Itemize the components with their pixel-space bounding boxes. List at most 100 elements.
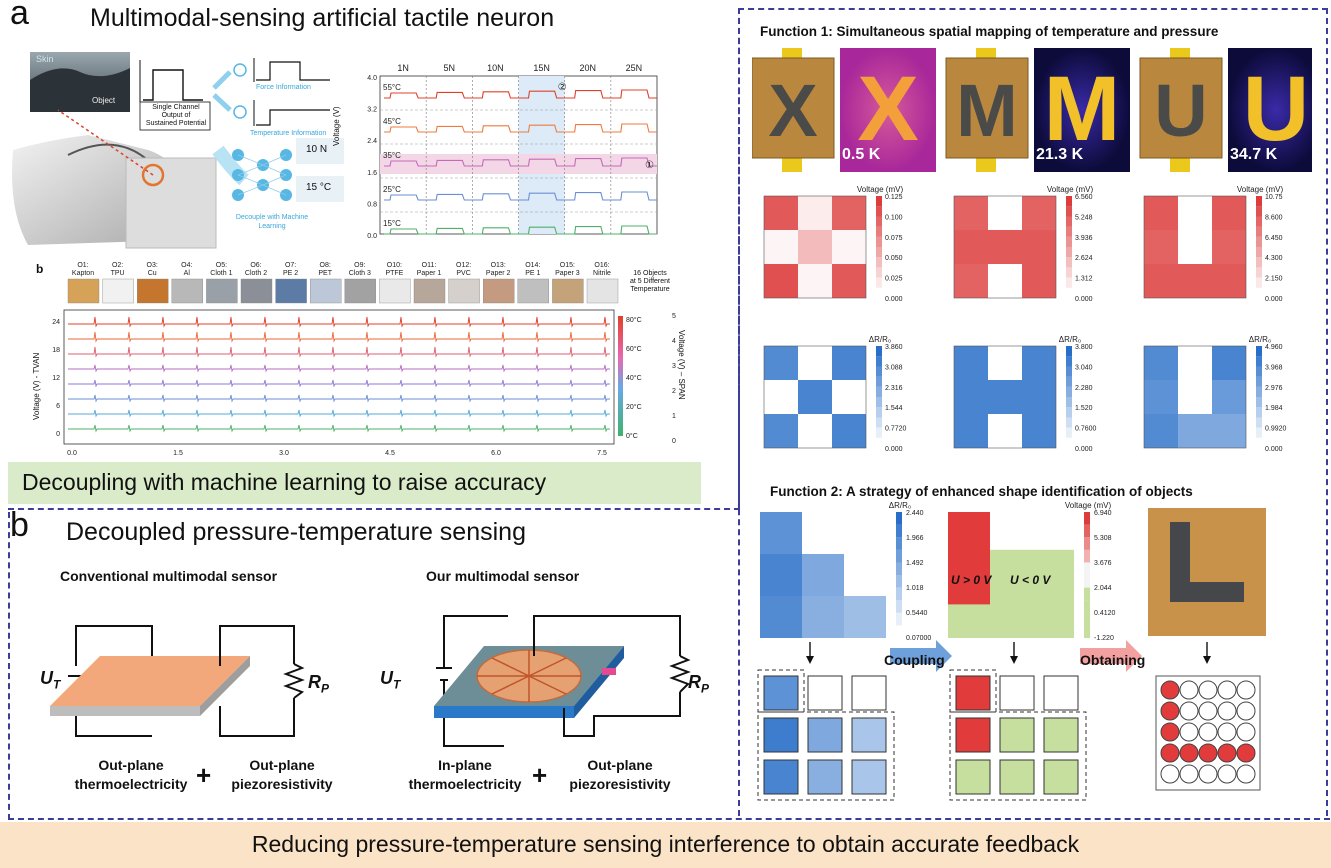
heatmap-cell [1022, 346, 1056, 380]
f2-colorbar-segment [896, 549, 902, 563]
heatmap-tick: 2.976 [1265, 385, 1283, 392]
f2-rg-grid-cell [999, 675, 1035, 711]
conventional-plus: + [196, 760, 212, 790]
tvan-right-tick: 2 [672, 388, 676, 395]
colorbar-segment [1066, 417, 1072, 428]
objects-note-1: 16 Objects [633, 270, 667, 277]
ours-left-caption: In-plane thermoelectricity [390, 756, 540, 794]
heatmap-cell [988, 380, 1022, 414]
tvan-right-tick: 5 [672, 313, 676, 320]
output-dot [1160, 764, 1180, 784]
force-tick: 10N [487, 63, 504, 73]
output-dot [1198, 722, 1218, 742]
f2-colorbar-segment [896, 575, 902, 588]
colorbar-segment [876, 236, 882, 248]
thermal-image [1228, 48, 1312, 172]
object-code: O14: [525, 262, 540, 269]
tvan-xtick: 7.5 [597, 450, 607, 456]
heatmap-cell [1022, 230, 1056, 264]
heatmap-frame [763, 195, 867, 299]
colorbar-segment [1256, 386, 1262, 398]
function-frame [738, 8, 1328, 816]
voltage-ytick: 0.8 [367, 201, 377, 208]
resistor-symbol [283, 663, 305, 699]
colorbar-segment [1066, 366, 1072, 377]
colorbar-segment [1066, 267, 1072, 278]
f2-v-colorbar-segment [1084, 612, 1090, 626]
f2-resist-tick: 0.07000 [906, 635, 931, 642]
f2-colorbar-segment [896, 625, 902, 639]
voltage-trace [384, 89, 657, 99]
thermal-image [840, 48, 936, 172]
object-swatch [206, 278, 238, 304]
tvan-right-tick: 3 [672, 363, 676, 370]
conventional-rp: RP [308, 672, 329, 696]
heatmap-cell [954, 230, 988, 264]
object-swatch [275, 278, 307, 304]
f2-voltage-tick: -1.220 [1094, 635, 1114, 642]
object-swatch [309, 278, 342, 304]
object-code: O11: [422, 262, 437, 269]
object-swatch [344, 278, 376, 304]
output-dot [1179, 743, 1199, 763]
tactile-schematic [12, 52, 344, 249]
heatmap-cell [832, 230, 866, 264]
f2-resist-cell [802, 554, 844, 596]
heatmap-cell [954, 414, 988, 448]
colorbar-tick: 0°C [626, 432, 638, 440]
colorbar-segment [876, 257, 882, 268]
heatmap-tick: 0.100 [885, 214, 903, 221]
heatmap-cell [988, 230, 1022, 264]
heatmap-cell [798, 264, 832, 298]
f2-blue-grid-cell [851, 717, 887, 753]
output-dot [1179, 722, 1199, 742]
voltage-chart-ylabel: Voltage (V) [332, 106, 341, 146]
output-dot [1198, 764, 1218, 784]
f2-colorbar-segment [896, 612, 902, 626]
panel-a-letter: a [10, 0, 29, 32]
colorbar-segment [876, 226, 882, 237]
tvan-frame [63, 309, 615, 445]
f2-colorbar-segment [896, 562, 902, 576]
ours-ut-sub: T [393, 677, 401, 692]
f2-colorbar-segment [896, 537, 902, 550]
heatmap-cell [832, 380, 866, 414]
arrow-head-icon [806, 656, 814, 664]
object-name: Paper 1 [417, 270, 442, 277]
heatmap-tick: 1.544 [885, 405, 903, 412]
object-swatch [586, 278, 619, 304]
heatmap-cell [954, 346, 988, 380]
obtaining-arrow-icon [1080, 640, 1142, 672]
sub-b-letter: b [36, 262, 44, 276]
marker-1: ① [645, 160, 654, 171]
temperature-tick: 55°C [383, 83, 401, 92]
heatmap-tick: 0.7600 [1075, 426, 1097, 433]
heatmap-tick: 1.312 [1075, 276, 1093, 283]
tvan-left-tick: 18 [52, 347, 60, 354]
heatmap-frame [763, 345, 867, 449]
arrow-head-icon [1010, 656, 1018, 664]
heatmap-cell [1144, 264, 1178, 298]
voltage-trace [384, 123, 657, 133]
colorbar-segment [1066, 226, 1072, 237]
f2-blue-grid-cell [763, 675, 799, 711]
f2-resist-cell [802, 512, 844, 554]
heatmap-cell [798, 346, 832, 380]
heatmap-tick: 10.75 [1265, 194, 1283, 201]
colorbar-segment [876, 206, 882, 217]
object-swatch [413, 278, 446, 304]
voltage-ytick: 0.0 [367, 233, 377, 240]
heatmap-cell [1178, 380, 1212, 414]
heatmap-cell [832, 346, 866, 380]
heatmap-tick: 0.000 [885, 446, 903, 453]
f2-object-photo [1148, 508, 1266, 636]
heatmap-tick: 0.075 [885, 235, 903, 242]
heatmap-cell [1212, 380, 1246, 414]
object-swatch [483, 278, 515, 304]
single-channel-label: Single Channel Output of Sustained Poten… [140, 104, 212, 128]
f2-rg-grid-cell [1043, 759, 1079, 795]
f2-colorbar-segment [896, 600, 902, 613]
f2-resist-tick: 2.440 [906, 510, 924, 517]
heatmap-tick: 6.450 [1265, 235, 1283, 242]
